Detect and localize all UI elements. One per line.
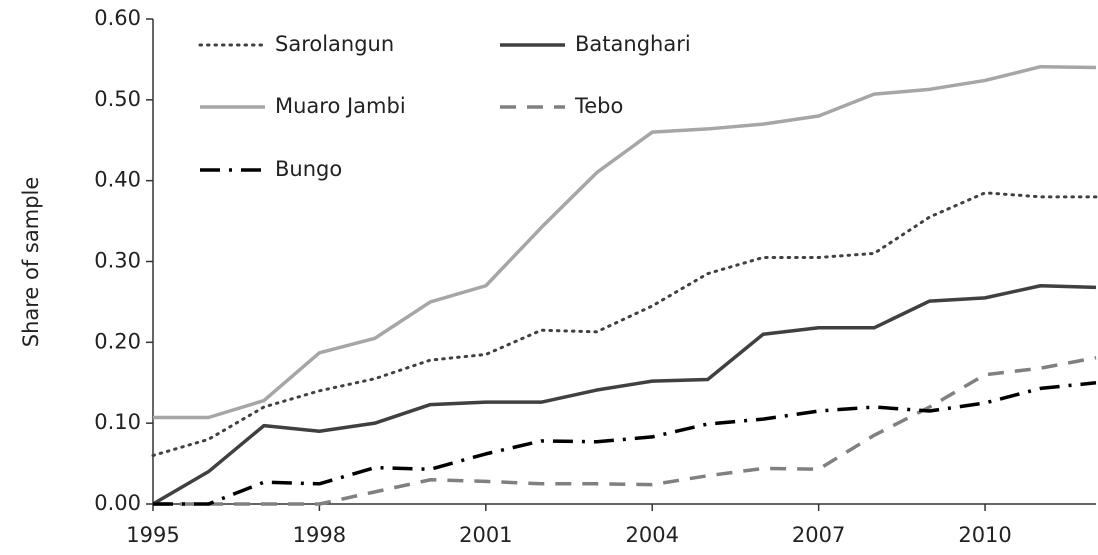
legend-label: Bungo — [275, 157, 342, 181]
x-tick-label: 2001 — [459, 523, 512, 547]
series-line — [152, 284, 1097, 506]
x-tick-label: 2004 — [626, 523, 679, 547]
x-tick-label: 2010 — [958, 523, 1011, 547]
series-line — [153, 355, 1097, 506]
series-line — [151, 191, 1098, 457]
x-tick-label: 1998 — [293, 523, 346, 547]
legend-label: Batanghari — [575, 32, 691, 56]
legend-label: Muaro Jambi — [275, 94, 406, 118]
legend-label: Sarolangun — [275, 32, 394, 56]
y-tick-label: 0.60 — [94, 6, 141, 30]
y-tick-label: 0.40 — [94, 168, 141, 192]
x-tick-label: 1995 — [126, 523, 179, 547]
y-axis-label: Share of sample — [19, 177, 43, 348]
y-tick-label: 0.50 — [94, 87, 141, 111]
y-tick-label: 0.10 — [94, 410, 141, 434]
x-tick-label: 2007 — [792, 523, 845, 547]
legend-label: Tebo — [574, 94, 623, 118]
y-tick-label: 0.00 — [94, 491, 141, 515]
y-tick-label: 0.30 — [94, 249, 141, 273]
series-line — [153, 381, 1097, 506]
y-tick-label: 0.20 — [94, 329, 141, 353]
series-line — [153, 64, 1097, 420]
